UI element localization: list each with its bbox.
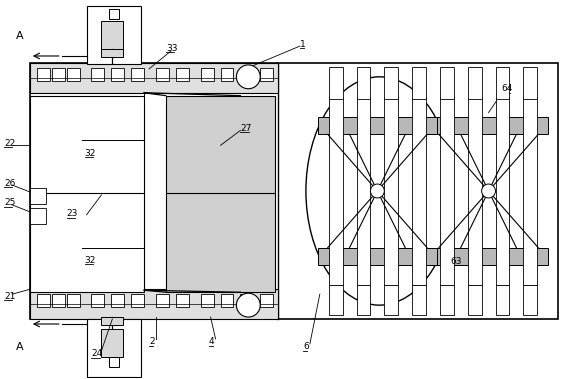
- Text: 33: 33: [166, 44, 178, 53]
- Bar: [412, 285, 426, 315]
- Bar: [156, 68, 169, 81]
- Bar: [176, 68, 189, 81]
- Text: 25: 25: [4, 198, 15, 207]
- Bar: [52, 68, 64, 81]
- Bar: [30, 188, 46, 204]
- Bar: [30, 208, 46, 224]
- Bar: [67, 68, 80, 81]
- Bar: [429, 116, 548, 135]
- Bar: [52, 294, 64, 307]
- Text: 24: 24: [91, 349, 103, 358]
- Bar: [384, 285, 398, 315]
- Bar: [318, 247, 437, 265]
- Bar: [384, 67, 398, 99]
- Bar: [260, 68, 273, 81]
- Bar: [468, 285, 482, 315]
- Bar: [318, 116, 437, 135]
- Bar: [440, 97, 454, 285]
- Bar: [111, 68, 124, 81]
- Bar: [496, 67, 509, 99]
- Bar: [30, 193, 144, 292]
- Bar: [329, 97, 343, 285]
- Bar: [468, 67, 482, 99]
- Bar: [523, 67, 537, 99]
- Bar: [240, 294, 253, 307]
- Bar: [30, 63, 558, 319]
- Bar: [496, 285, 509, 315]
- Bar: [356, 67, 370, 99]
- Bar: [30, 63, 278, 93]
- Circle shape: [370, 184, 384, 198]
- Bar: [260, 294, 273, 307]
- Bar: [87, 6, 141, 64]
- Bar: [91, 68, 104, 81]
- Text: A: A: [16, 31, 24, 41]
- Bar: [87, 319, 141, 377]
- Bar: [220, 68, 233, 81]
- Bar: [329, 67, 343, 99]
- Bar: [30, 96, 144, 195]
- Bar: [37, 294, 50, 307]
- Bar: [200, 68, 213, 81]
- Bar: [523, 285, 537, 315]
- Circle shape: [236, 65, 260, 89]
- Ellipse shape: [306, 77, 453, 305]
- Text: 22: 22: [4, 139, 15, 148]
- Bar: [91, 294, 104, 307]
- Bar: [67, 294, 80, 307]
- Bar: [329, 285, 343, 315]
- Bar: [429, 247, 548, 265]
- Bar: [412, 67, 426, 99]
- Bar: [240, 68, 253, 81]
- Bar: [37, 68, 50, 81]
- Text: B: B: [419, 72, 425, 81]
- Text: 26: 26: [4, 179, 15, 188]
- Bar: [101, 317, 123, 325]
- Bar: [523, 97, 537, 285]
- Circle shape: [236, 293, 260, 317]
- Text: 4: 4: [209, 337, 214, 346]
- Bar: [166, 96, 275, 195]
- Bar: [101, 49, 123, 57]
- Text: 27: 27: [240, 124, 252, 133]
- Text: 63: 63: [451, 257, 462, 266]
- Bar: [111, 294, 124, 307]
- Text: 23: 23: [67, 209, 78, 218]
- Bar: [166, 193, 275, 292]
- Text: A: A: [16, 342, 24, 352]
- Text: 2: 2: [149, 337, 155, 346]
- Text: 6: 6: [303, 342, 309, 351]
- Bar: [176, 294, 189, 307]
- Text: 1: 1: [300, 39, 306, 49]
- Bar: [156, 294, 169, 307]
- Text: 21: 21: [4, 292, 15, 301]
- Bar: [30, 289, 278, 319]
- Bar: [110, 357, 120, 367]
- Bar: [101, 329, 123, 357]
- Bar: [468, 97, 482, 285]
- Circle shape: [482, 184, 496, 198]
- Bar: [220, 294, 233, 307]
- Bar: [110, 9, 120, 19]
- Text: 64: 64: [502, 84, 513, 93]
- Bar: [200, 294, 213, 307]
- Text: 32: 32: [84, 149, 96, 158]
- Bar: [440, 67, 454, 99]
- Bar: [412, 97, 426, 285]
- Bar: [440, 285, 454, 315]
- Text: 32: 32: [84, 256, 96, 265]
- Bar: [101, 21, 123, 49]
- Bar: [496, 97, 509, 285]
- Bar: [131, 294, 144, 307]
- Bar: [356, 285, 370, 315]
- Bar: [384, 97, 398, 285]
- Bar: [131, 68, 144, 81]
- Bar: [356, 97, 370, 285]
